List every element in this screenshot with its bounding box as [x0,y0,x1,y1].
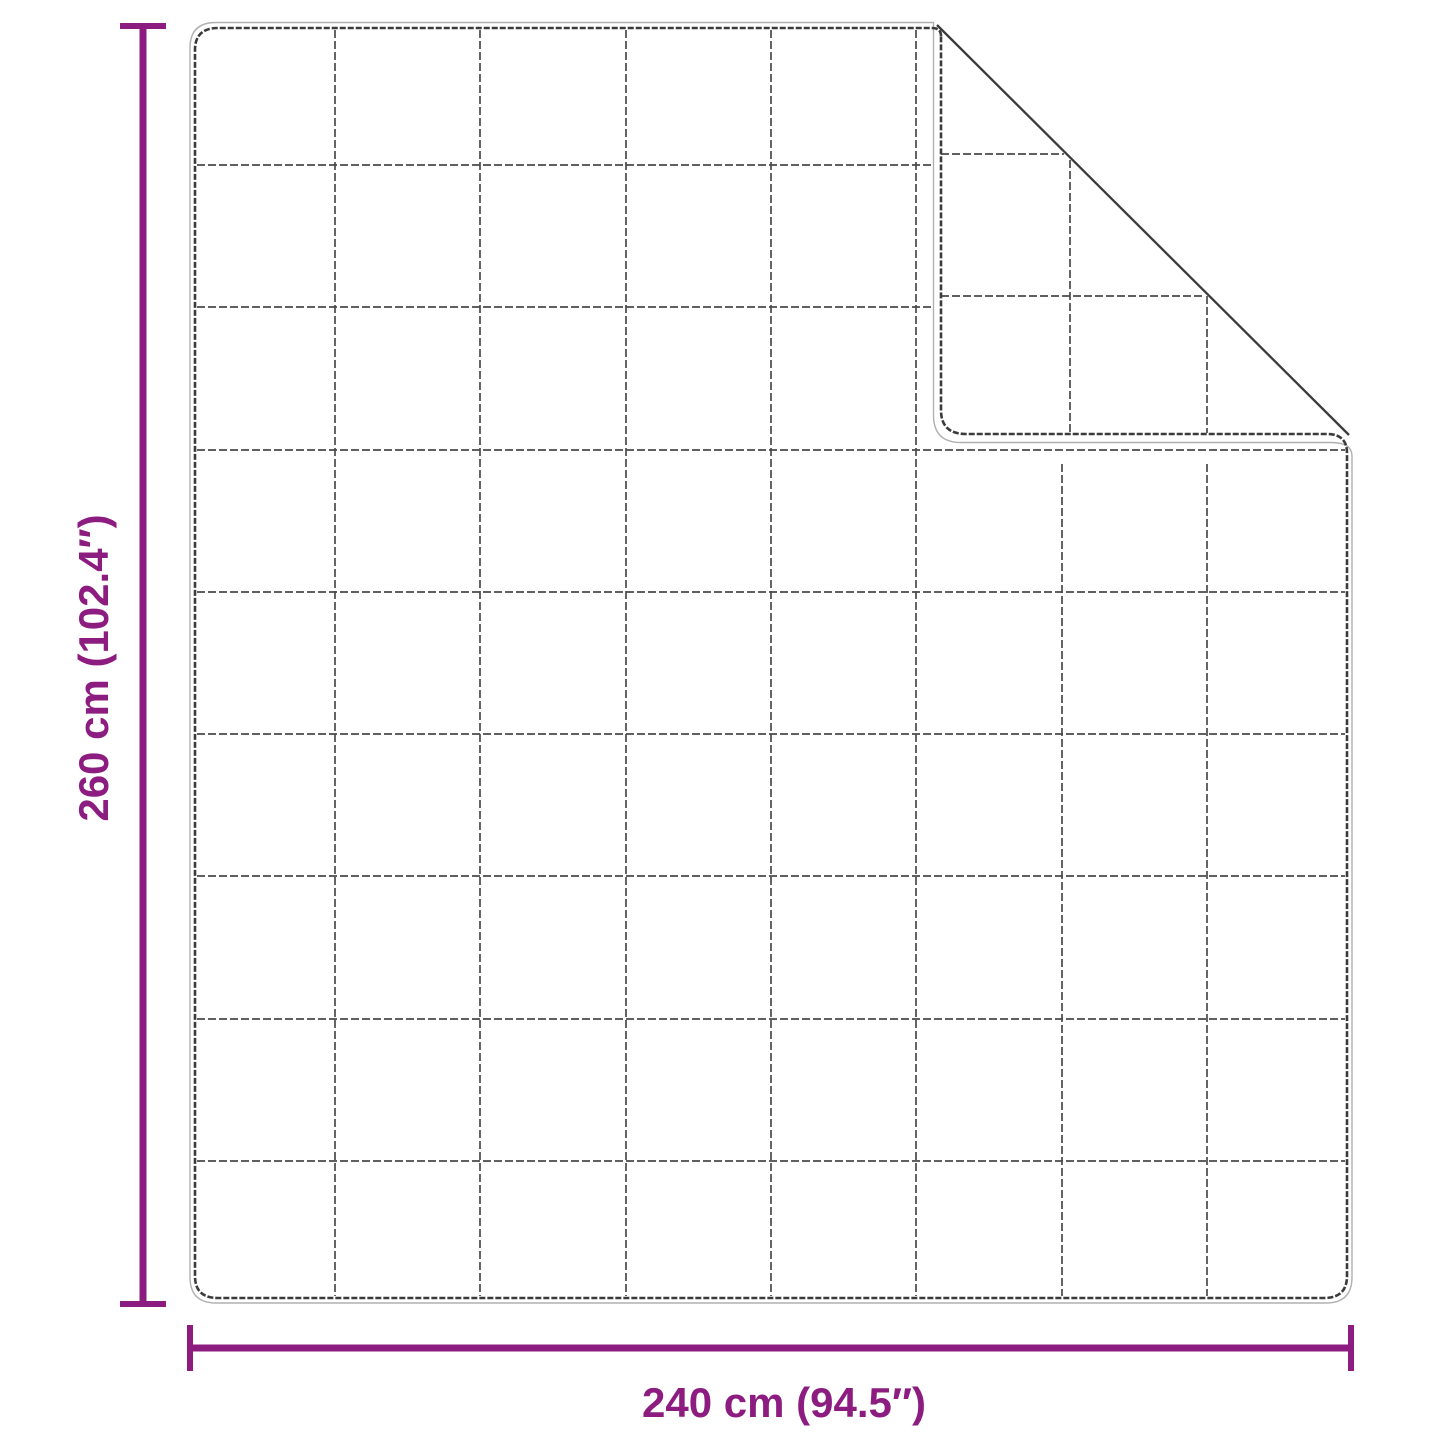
width-dimension: 240 cm (94.5″) [187,1325,1354,1426]
quilt-grid [197,30,1345,1296]
height-dimension-label: 260 cm (102.4″) [70,514,117,821]
fold-crease-line [936,24,1350,436]
blanket-outer-hem-line [189,21,1353,1304]
fold-flap-grid [941,153,1208,433]
blanket-stitched-hem-line [193,26,1349,1300]
width-dimension-label: 240 cm (94.5″) [642,1379,926,1426]
height-dimension: 260 cm (102.4″) [70,23,166,1307]
